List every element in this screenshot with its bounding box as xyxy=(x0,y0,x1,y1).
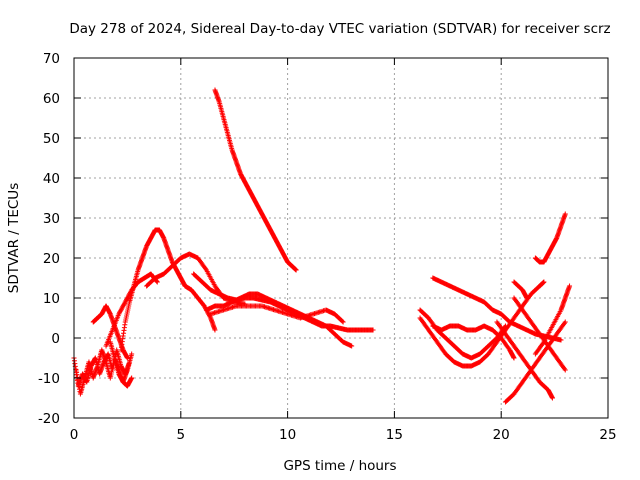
x-tick-label: 0 xyxy=(70,427,79,443)
data-point xyxy=(349,343,355,349)
data-point xyxy=(293,267,299,273)
y-tick-label: 0 xyxy=(51,331,60,347)
data-point xyxy=(212,327,218,333)
track-late-mid xyxy=(430,323,517,361)
track-early-rise-1 xyxy=(90,303,130,361)
x-axis-label: GPS time / hours xyxy=(283,458,396,474)
data-point xyxy=(562,211,568,217)
track-late-rise xyxy=(511,279,530,301)
data-point xyxy=(339,318,345,324)
data-point xyxy=(340,319,346,325)
data-point xyxy=(154,279,160,285)
y-tick-label: 30 xyxy=(43,211,60,227)
y-tick-label: 40 xyxy=(43,171,60,187)
data-point xyxy=(370,327,376,333)
track-mid-band-3 xyxy=(208,303,346,325)
data-point xyxy=(502,323,508,329)
plot-frame xyxy=(73,57,609,419)
data-point xyxy=(129,375,135,381)
y-tick-label: 50 xyxy=(43,131,60,147)
data-point xyxy=(562,367,568,373)
data-point xyxy=(562,319,568,325)
grid xyxy=(74,58,608,418)
data-point xyxy=(541,279,547,285)
x-tick-label: 10 xyxy=(279,427,296,443)
track-late-top xyxy=(532,211,568,265)
y-tick-label: 10 xyxy=(43,291,60,307)
y-tick-label: 70 xyxy=(43,51,60,67)
axis-ticks: 0 5 10 15 20 25 -20 -10 0 10 20 30 40 50 60 70 xyxy=(38,51,617,443)
y-tick-label: 20 xyxy=(43,251,60,267)
track-early-dip xyxy=(107,339,135,389)
track-mid-band-2 xyxy=(203,291,355,349)
track-early-rise-2 xyxy=(103,271,160,349)
data-marks xyxy=(71,87,573,405)
data-point xyxy=(129,351,135,357)
data-point xyxy=(558,337,564,343)
track-long-descent xyxy=(212,87,299,273)
track-late-low-loop xyxy=(417,279,547,369)
chart-title: Day 278 of 2024, Sidereal Day-to-day VTE… xyxy=(69,21,610,37)
data-point xyxy=(524,295,530,301)
x-tick-label: 5 xyxy=(177,427,186,443)
x-tick-label: 20 xyxy=(493,427,510,443)
data-point xyxy=(124,355,130,361)
data-point xyxy=(567,283,573,289)
x-tick-label: 15 xyxy=(386,427,403,443)
y-tick-label: -10 xyxy=(38,371,60,387)
data-point xyxy=(549,395,555,401)
y-tick-label: 60 xyxy=(43,91,60,107)
x-tick-label: 25 xyxy=(599,427,616,443)
track-late-upper xyxy=(430,275,564,343)
data-point xyxy=(511,355,517,361)
track-late-fan xyxy=(511,295,568,373)
track-late-cross-up xyxy=(502,319,568,405)
track-late-fan-2 xyxy=(532,283,573,357)
y-tick-label: -20 xyxy=(38,411,60,427)
y-axis-label: SDTVAR / TECUs xyxy=(6,183,22,293)
